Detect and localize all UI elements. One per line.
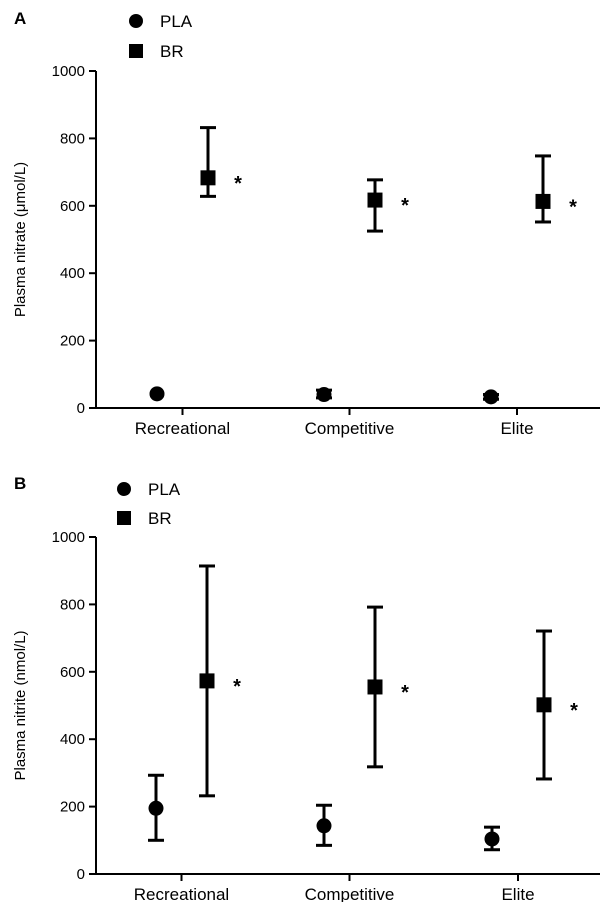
significance-marker: * (570, 700, 578, 722)
significance-marker: * (569, 196, 577, 218)
data-point-pla (316, 387, 332, 403)
marker-square (199, 673, 215, 689)
x-tick-label: Recreational (135, 419, 230, 438)
y-tick-label: 800 (60, 596, 85, 613)
y-tick-label: 600 (60, 664, 85, 681)
marker-square (200, 170, 216, 186)
legend-item-pla: PLA (129, 12, 193, 31)
marker-circle (483, 389, 499, 405)
y-tick-label: 400 (60, 731, 85, 748)
data-point-br: * (535, 154, 577, 224)
legend-item-br: BR (117, 509, 172, 528)
chart-panel-b: B PLA BR 0 200 400 600 800 1000 Recreational Compe… (12, 474, 600, 904)
y-tick-label: 0 (77, 866, 85, 883)
marker-square (367, 679, 383, 695)
data-point-pla (483, 389, 499, 405)
marker-circle (148, 800, 164, 816)
y-tick-label: 200 (60, 333, 85, 350)
legend-marker-square (117, 511, 131, 525)
y-tick-label: 1000 (52, 63, 85, 80)
y-axis-title: Plasma nitrite (nmol/L) (12, 630, 29, 780)
data-point-br: * (367, 178, 409, 233)
significance-marker: * (401, 682, 409, 704)
legend-label: BR (148, 509, 172, 528)
y-tick-label: 0 (77, 400, 85, 417)
legend-marker-square (129, 44, 143, 58)
chart-panel-a: A PLA BR 0 200 400 600 800 1000 Recreational Compe… (12, 9, 600, 438)
x-tick-label: Elite (500, 419, 533, 438)
marker-circle (316, 818, 332, 834)
x-tick-label: Competitive (305, 419, 395, 438)
legend-label: PLA (160, 12, 193, 31)
data-point-pla (316, 803, 332, 847)
x-tick-label: Recreational (134, 885, 229, 902)
y-tick-label: 400 (60, 265, 85, 282)
marker-circle (149, 386, 165, 402)
legend-label: PLA (148, 480, 181, 499)
legend-marker-circle (129, 14, 143, 28)
data-point-br: * (536, 629, 578, 781)
x-tick-label: Elite (501, 885, 534, 902)
marker-square (367, 192, 383, 208)
y-tick-label: 600 (60, 198, 85, 215)
y-tick-label: 200 (60, 799, 85, 816)
legend-item-pla: PLA (117, 480, 181, 499)
data-point-pla (484, 825, 500, 852)
significance-marker: * (233, 676, 241, 698)
legend-marker-circle (117, 482, 131, 496)
significance-marker: * (401, 195, 409, 217)
x-tick-label: Competitive (305, 885, 395, 902)
marker-square (535, 193, 551, 209)
panel-letter: B (14, 474, 26, 493)
marker-circle (316, 387, 332, 403)
panel-letter: A (14, 9, 26, 28)
data-point-pla (149, 386, 165, 402)
marker-circle (484, 831, 500, 847)
y-tick-label: 800 (60, 130, 85, 147)
data-point-br: * (199, 564, 241, 798)
y-axis-title: Plasma nitrate (μmol/L) (12, 162, 29, 317)
data-point-pla (148, 773, 164, 842)
data-point-br: * (200, 126, 242, 198)
legend-label: BR (160, 42, 184, 61)
legend-item-br: BR (129, 42, 184, 61)
y-tick-label: 1000 (52, 529, 85, 546)
significance-marker: * (234, 173, 242, 195)
marker-square (536, 697, 552, 713)
data-point-br: * (367, 605, 409, 769)
